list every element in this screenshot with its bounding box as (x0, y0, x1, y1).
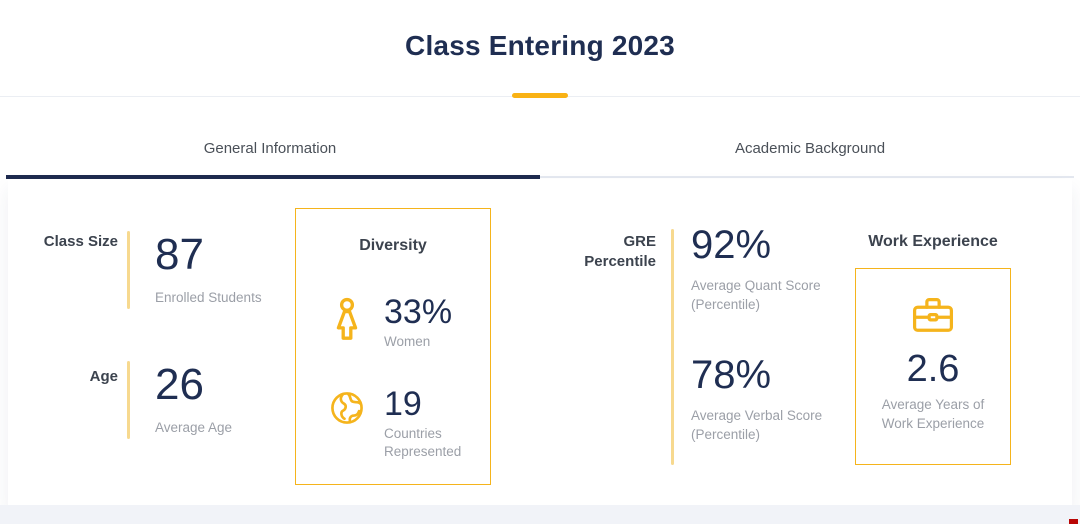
title-accent-bar (512, 93, 568, 98)
work-experience-card: 2.6 Average Years of Work Experience (855, 268, 1011, 465)
countries-caption: Countries Represented (384, 426, 462, 460)
gre-quant-value: 92% (691, 223, 772, 267)
progress-marker (1069, 519, 1078, 524)
general-information-panel: Class Size 87 Enrolled Students Age 26 A… (8, 179, 1072, 505)
tab-bar: General Information Academic Background (0, 140, 1080, 157)
tab-general-information[interactable]: General Information (203, 140, 337, 157)
work-experience-caption: Average Years of Work Experience (881, 396, 985, 431)
page-bottom-background (0, 505, 1080, 524)
tab-academic-background[interactable]: Academic Background (734, 140, 886, 157)
age-label: Age (89, 368, 118, 385)
woman-icon (328, 297, 366, 345)
inactive-tab-underline (540, 176, 1074, 178)
diversity-title: Diversity (359, 237, 427, 254)
age-caption: Average Age (155, 420, 233, 435)
work-experience-value: 2.6 (906, 347, 960, 390)
countries-value: 19 (384, 385, 422, 423)
globe-icon (328, 389, 366, 427)
work-experience-title: Work Experience (868, 233, 998, 250)
diversity-card: Diversity 33% Women (295, 208, 491, 485)
briefcase-icon (910, 295, 956, 335)
class-size-label: Class Size (43, 233, 118, 250)
gre-percentile-label: GRE Percentile (584, 233, 656, 270)
diversity-countries-item: 19 Countries Represented (328, 387, 494, 461)
page-title: Class Entering 2023 (405, 30, 675, 61)
gre-verbal-value: 78% (691, 353, 772, 397)
gre-quant-caption: Average Quant Score (Percentile) (691, 278, 821, 312)
gre-divider (671, 229, 674, 465)
active-tab-underline (6, 175, 540, 179)
women-caption: Women (384, 334, 431, 349)
women-percent-value: 33% (384, 293, 453, 331)
age-value: 26 (155, 360, 204, 409)
gre-verbal-caption: Average Verbal Score (Percentile) (691, 408, 823, 442)
class-size-divider (127, 231, 130, 309)
age-divider (127, 361, 130, 439)
diversity-women-item: 33% Women (328, 295, 452, 351)
class-size-value: 87 (155, 230, 204, 279)
class-size-caption: Enrolled Students (155, 290, 262, 305)
